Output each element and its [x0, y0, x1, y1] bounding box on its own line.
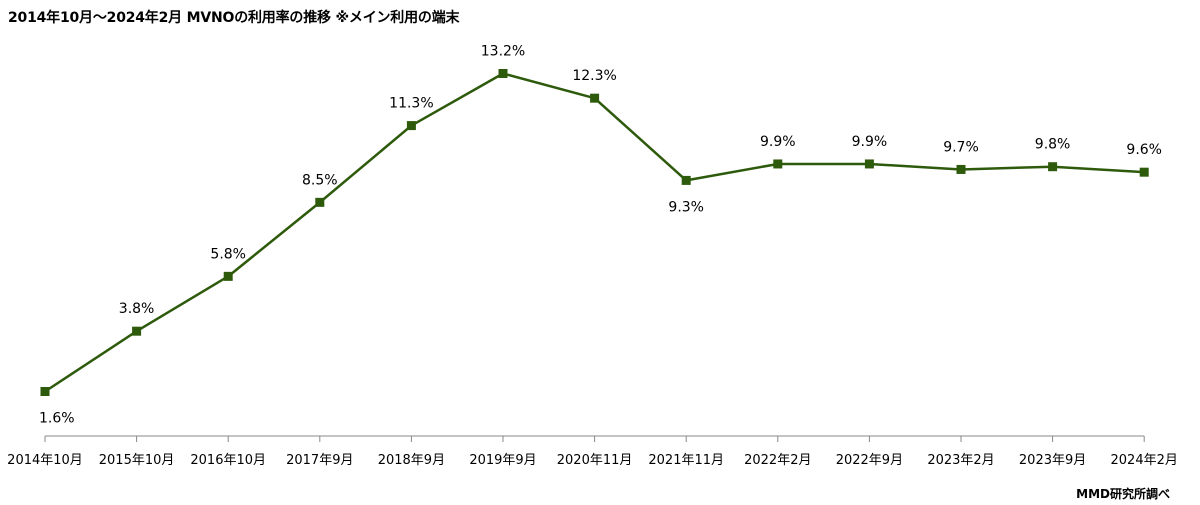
- x-tick-label: 2018年9月: [378, 453, 445, 468]
- x-tick-label: 2014年10月: [7, 453, 83, 468]
- data-point: [773, 159, 783, 169]
- data-point: [681, 175, 691, 185]
- data-point: [590, 93, 600, 103]
- data-point: [498, 69, 508, 78]
- data-point: [223, 271, 233, 281]
- data-label: 5.8%: [210, 246, 246, 262]
- data-point: [315, 197, 325, 207]
- x-tick-label: 2021年11月: [648, 453, 724, 468]
- data-point: [956, 164, 966, 174]
- x-tick-label: 2022年2月: [744, 453, 811, 468]
- x-tick-label: 2023年9月: [1019, 453, 1086, 468]
- data-point: [406, 121, 416, 131]
- data-label: 13.2%: [481, 44, 525, 60]
- data-label: 8.5%: [302, 172, 338, 188]
- data-point: [864, 159, 874, 169]
- x-tick-label: 2015年10月: [99, 453, 175, 468]
- data-label: 9.6%: [1126, 142, 1162, 158]
- data-label: 3.8%: [119, 301, 155, 317]
- data-label: 9.9%: [852, 134, 888, 150]
- data-point: [1048, 162, 1058, 172]
- data-label: 9.8%: [1035, 137, 1071, 153]
- x-tick-label: 2020年11月: [557, 453, 633, 468]
- data-label: 11.3%: [389, 96, 433, 112]
- data-label: 12.3%: [572, 68, 616, 84]
- data-label: 1.6%: [39, 411, 75, 427]
- x-tick-label: 2023年2月: [927, 453, 994, 468]
- data-label: 9.3%: [668, 199, 704, 215]
- data-point: [1139, 167, 1149, 177]
- series-line: [44, 72, 1145, 393]
- data-point: [40, 387, 50, 396]
- chart-title: 2014年10月～2024年2月 MVNOの利用率の推移 ※メイン利用の端末: [8, 10, 460, 26]
- x-tick-label: 2016年10月: [190, 453, 266, 468]
- x-tick-label: 2024年2月: [1111, 453, 1178, 468]
- source-credit: MMD研究所調べ: [1076, 487, 1170, 501]
- x-tick-label: 2017年9月: [286, 453, 353, 468]
- data-label: 9.9%: [760, 134, 796, 150]
- data-point: [132, 326, 142, 336]
- x-tick-label: 2022年9月: [836, 453, 903, 468]
- x-tick-label: 2019年9月: [469, 453, 536, 468]
- data-label: 9.7%: [943, 139, 979, 155]
